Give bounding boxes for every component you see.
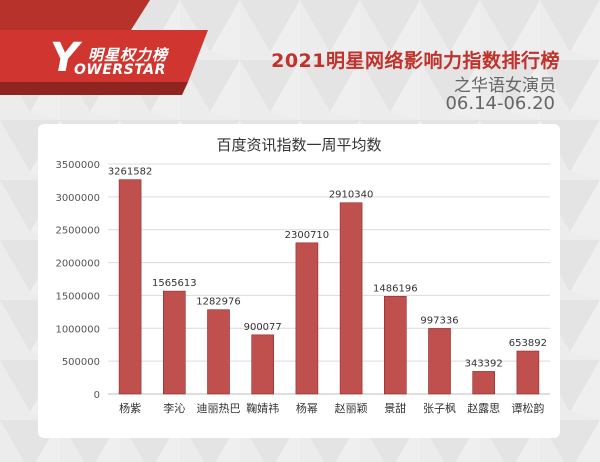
y-tick-label: 1000000 xyxy=(55,324,100,335)
bar xyxy=(383,296,407,395)
data-label: 2300710 xyxy=(285,230,330,241)
page-title: 2021明星网络影响力指数排行榜 xyxy=(271,50,560,72)
logo-red-shape xyxy=(0,0,208,95)
x-tick-label: 李沁 xyxy=(163,401,185,415)
data-label: 2910340 xyxy=(329,190,374,201)
y-tick-label: 2500000 xyxy=(55,226,100,237)
data-label: 1282976 xyxy=(196,297,241,308)
y-tick-label: 3000000 xyxy=(55,193,100,204)
bar xyxy=(207,309,230,395)
x-tick-label: 杨幂 xyxy=(296,401,318,415)
bar xyxy=(251,334,274,395)
logo-en-text: OWERSTAR xyxy=(74,62,166,78)
y-tick-label: 500000 xyxy=(62,357,100,368)
logo-y-letter: Y xyxy=(50,35,79,81)
chart-card: 百度资讯指数一周平均数 0 500000 1000000 1500000 2000000… xyxy=(38,124,560,438)
page-subtitle: 之华语女演员 xyxy=(454,76,556,96)
bar xyxy=(118,179,142,395)
bar-chart: 百度资讯指数一周平均数 0 500000 1000000 1500000 2000000… xyxy=(55,136,550,415)
data-label: 900077 xyxy=(244,322,282,333)
data-label: 653892 xyxy=(509,338,547,349)
bar xyxy=(472,371,496,395)
date-range: 06.14-06.20 xyxy=(445,93,555,114)
x-tick-label: 杨紫 xyxy=(119,401,141,415)
data-label: 1565613 xyxy=(152,278,197,289)
data-label: 1486196 xyxy=(373,283,418,294)
y-tick-label: 2000000 xyxy=(55,259,100,270)
x-tick-label: 谭松韵 xyxy=(511,401,544,415)
data-label: 3261582 xyxy=(108,167,153,178)
x-tick-label: 鞠婧祎 xyxy=(246,401,279,415)
logo-cn-text: 明星权力榜 xyxy=(88,46,169,64)
x-tick-label: 赵丽颖 xyxy=(335,401,368,415)
data-label: 343392 xyxy=(465,358,503,369)
y-tick-label: 1500000 xyxy=(55,291,100,302)
x-tick-label: 赵露思 xyxy=(467,401,500,415)
y-tick-label: 0 xyxy=(94,390,100,401)
bar xyxy=(516,350,540,395)
brand-logo: Y 明星权力榜 OWERSTAR xyxy=(0,0,230,95)
bar xyxy=(339,202,363,395)
data-label: 997336 xyxy=(420,315,458,326)
bar xyxy=(163,290,186,395)
y-tick-label: 3500000 xyxy=(55,160,100,171)
x-tick-label: 迪丽热巴 xyxy=(197,402,241,415)
bar xyxy=(428,328,451,395)
x-tick-label: 张子枫 xyxy=(423,401,456,415)
chart-title: 百度资讯指数一周平均数 xyxy=(216,136,381,154)
x-tick-label: 景甜 xyxy=(384,402,406,415)
bar xyxy=(295,242,319,395)
